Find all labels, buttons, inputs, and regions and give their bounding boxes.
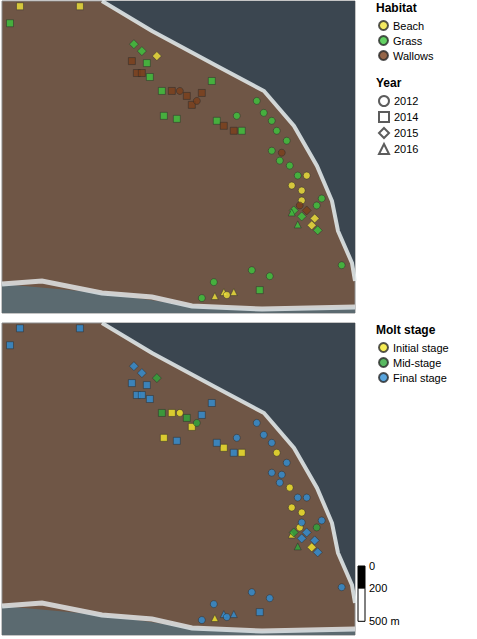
svg-text:2016: 2016 — [394, 143, 418, 155]
svg-text:2012: 2012 — [394, 95, 418, 107]
svg-text:0: 0 — [369, 560, 375, 572]
svg-text:Habitat: Habitat — [376, 1, 417, 15]
svg-text:500 m: 500 m — [369, 615, 400, 627]
svg-text:200: 200 — [369, 582, 387, 594]
svg-text:Molt stage: Molt stage — [376, 323, 436, 337]
svg-text:Mid-stage: Mid-stage — [393, 357, 441, 369]
svg-text:Year: Year — [376, 76, 402, 90]
svg-text:2014: 2014 — [394, 111, 418, 123]
svg-text:Beach: Beach — [393, 20, 424, 32]
svg-text:Initial stage: Initial stage — [393, 342, 449, 354]
svg-text:2015: 2015 — [394, 127, 418, 139]
svg-text:Grass: Grass — [393, 35, 423, 47]
svg-text:Final stage: Final stage — [393, 372, 447, 384]
svg-text:Wallows: Wallows — [393, 50, 434, 62]
